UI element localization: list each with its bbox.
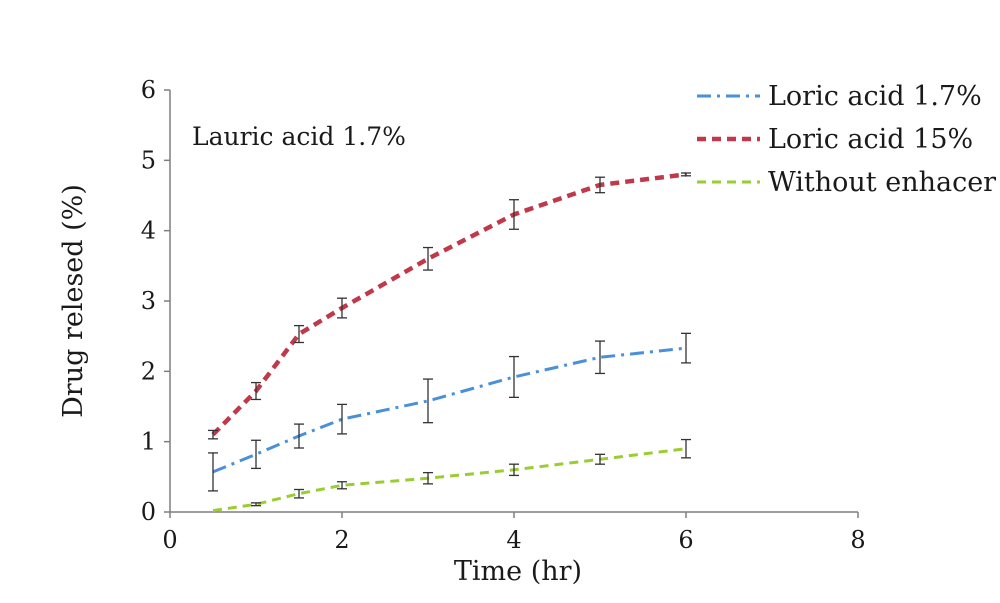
- error-bar: [595, 340, 605, 375]
- errorbar-layer: [208, 172, 691, 507]
- error-bar: [337, 297, 347, 319]
- y-axis-title: Drug relesed (%): [58, 184, 89, 418]
- legend-label-1: Loric acid 15%: [768, 124, 973, 155]
- error-bar: [509, 463, 519, 477]
- y-tick-label: 2: [141, 357, 156, 385]
- y-tick-label: 1: [141, 428, 156, 456]
- series-line-2: [212, 447, 687, 513]
- error-bar: [294, 488, 304, 499]
- error-bar: [208, 429, 218, 440]
- error-bar: [681, 332, 691, 364]
- error-bar: [251, 439, 261, 470]
- legend-label-0: Loric acid 1.7%: [768, 81, 982, 112]
- error-bar: [595, 453, 605, 465]
- legend-label-2: Without enhacer: [768, 167, 996, 198]
- error-bar: [509, 199, 519, 230]
- series-layer: [211, 172, 687, 513]
- error-bar: [208, 452, 218, 492]
- y-tick-label: 5: [141, 146, 156, 174]
- error-bar: [337, 481, 347, 490]
- legend: Loric acid 1.7% Loric acid 15% Without e…: [697, 81, 996, 198]
- x-tick-label: 8: [850, 526, 865, 554]
- error-bar: [423, 246, 433, 271]
- x-tick-label: 4: [506, 526, 521, 554]
- x-tick-label: 0: [162, 526, 177, 554]
- annotation-text: Lauric acid 1.7%: [192, 122, 406, 151]
- legend-item-0: Loric acid 1.7%: [697, 81, 982, 112]
- error-bar: [294, 423, 304, 449]
- legend-item-1: Loric acid 15%: [697, 124, 973, 155]
- tick-labels: 0 1 2 3 4 5 6 0 2 4 6 8: [141, 76, 866, 554]
- axes: [164, 89, 859, 518]
- error-bar: [423, 471, 433, 485]
- error-bar: [251, 381, 261, 401]
- y-tick-label: 3: [141, 287, 156, 315]
- error-bar: [337, 403, 347, 435]
- y-tick-label: 6: [141, 76, 156, 104]
- error-bar: [681, 438, 691, 459]
- error-bar: [681, 172, 691, 177]
- x-tick-label: 2: [334, 526, 349, 554]
- error-bar: [294, 324, 304, 344]
- x-axis-title: Time (hr): [454, 556, 582, 587]
- legend-item-2: Without enhacer: [697, 167, 996, 198]
- error-bar: [423, 378, 433, 424]
- error-bar: [595, 176, 605, 194]
- error-bar: [509, 355, 519, 399]
- error-bar: [251, 502, 261, 507]
- x-tick-label: 6: [678, 526, 693, 554]
- y-tick-label: 4: [141, 217, 156, 245]
- y-tick-label: 0: [141, 498, 156, 526]
- series-line-0: [212, 346, 687, 474]
- series-line-1: [211, 172, 687, 437]
